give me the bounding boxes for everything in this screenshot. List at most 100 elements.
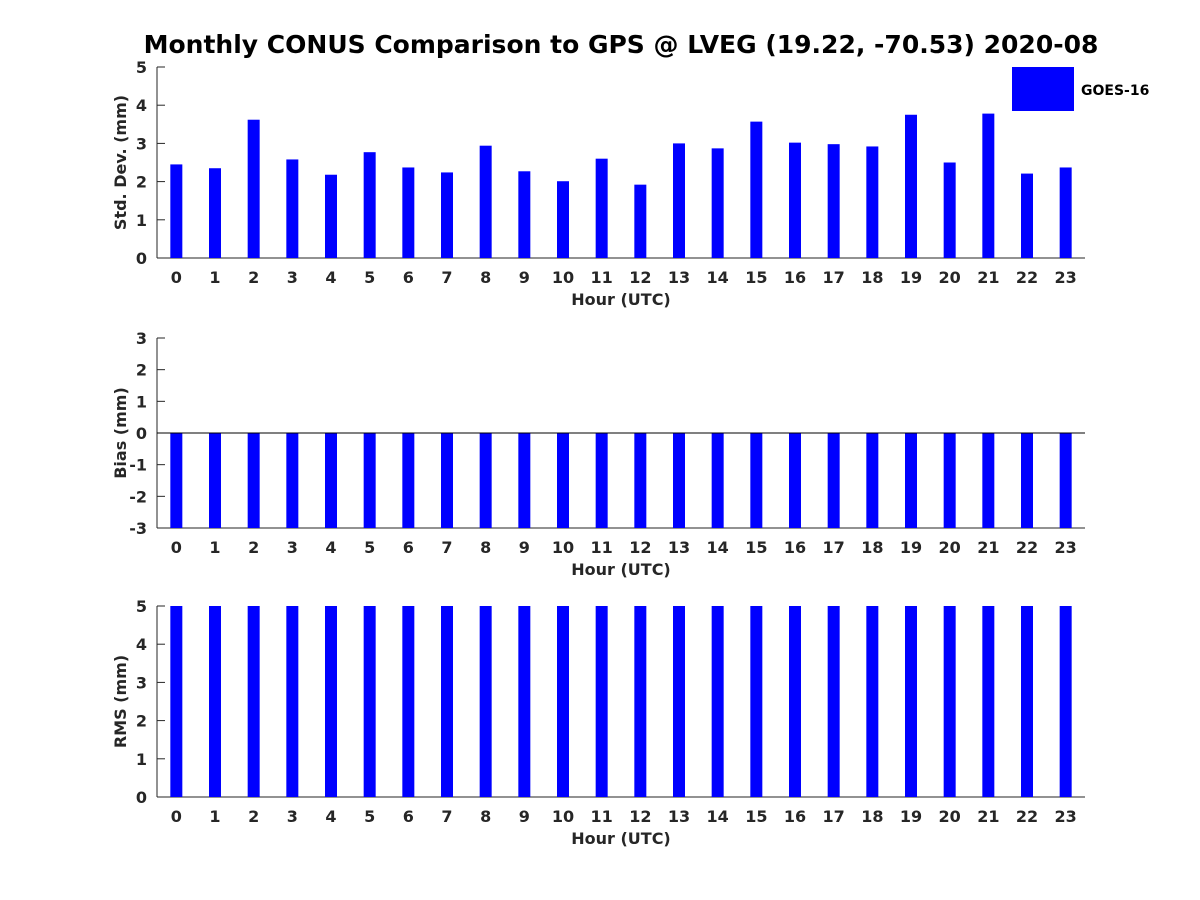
- panel-2-bar: [363, 606, 376, 797]
- panel-1-bar: [479, 433, 492, 528]
- panel-1-x-tick-label: 12: [629, 538, 651, 557]
- panel-2-y-tick-label: 3: [136, 673, 147, 692]
- panel-2-bar: [1059, 606, 1072, 797]
- panel-1-x-tick-label: 19: [900, 538, 922, 557]
- panel-2-bar: [325, 606, 337, 797]
- panel-2-x-tick-label: 20: [939, 807, 961, 826]
- panel-0-x-tick-label: 20: [939, 268, 961, 287]
- panel-0-x-tick-label: 5: [364, 268, 375, 287]
- panel-1-bar: [325, 433, 337, 528]
- panel-0-x-tick-label: 9: [519, 268, 530, 287]
- panel-2-bar: [170, 606, 183, 797]
- panel-1-x-tick-label: 10: [552, 538, 574, 557]
- panel-2-y-tick-label: 2: [136, 712, 147, 731]
- panel-0-y-tick-label: 5: [136, 58, 147, 77]
- panel-1-y-tick-label: -2: [129, 487, 147, 506]
- panel-0-x-tick-label: 23: [1055, 268, 1077, 287]
- panel-2-bar: [402, 606, 415, 797]
- panel-0-x-tick-label: 19: [900, 268, 922, 287]
- panel-1-x-tick-label: 8: [480, 538, 491, 557]
- panel-0-bar: [595, 158, 608, 258]
- panel-2-bar: [247, 606, 260, 797]
- panel-0-y-tick-label: 2: [136, 173, 147, 192]
- panel-1-x-tick-label: 14: [707, 538, 729, 557]
- chart-title: Monthly CONUS Comparison to GPS @ LVEG (…: [143, 30, 1099, 59]
- panel-0-bar: [866, 146, 879, 258]
- panel-2-bar: [1021, 606, 1033, 797]
- panel-0-bar: [441, 172, 453, 258]
- panel-0-x-tick-label: 13: [668, 268, 690, 287]
- panel-0-bar: [170, 164, 183, 258]
- panel-2-x-tick-label: 10: [552, 807, 574, 826]
- panel-1-x-tick-label: 3: [287, 538, 298, 557]
- panel-2-bar: [441, 606, 453, 797]
- panel-1-bar: [750, 433, 763, 528]
- panel-1-x-tick-label: 5: [364, 538, 375, 557]
- panel-1-x-tick-label: 22: [1016, 538, 1038, 557]
- panel-1-bar: [247, 433, 260, 528]
- panel-0-x-tick-label: 4: [325, 268, 336, 287]
- panel-1-bar: [943, 433, 956, 528]
- panel-2-x-tick-label: 14: [707, 807, 729, 826]
- panel-0-bar: [557, 181, 569, 258]
- panel-2-x-tick-label: 23: [1055, 807, 1077, 826]
- panel-2-bar: [286, 606, 299, 797]
- panel-2-bar: [557, 606, 569, 797]
- panel-0-bar: [518, 171, 531, 258]
- panel-1-bar: [518, 433, 531, 528]
- panel-1-x-tick-label: 23: [1055, 538, 1077, 557]
- panel-2-bar: [518, 606, 531, 797]
- panel-2-x-tick-label: 16: [784, 807, 806, 826]
- panel-0-bar: [479, 145, 492, 258]
- panel-1-bar: [557, 433, 569, 528]
- panel-2-x-tick-label: 5: [364, 807, 375, 826]
- panel-2-bar: [750, 606, 763, 797]
- panel-0-x-tick-label: 15: [745, 268, 767, 287]
- panel-0-bar: [286, 159, 299, 258]
- panel-1-bar: [634, 433, 647, 528]
- panel-2-bar: [711, 606, 724, 797]
- panel-1-bar: [789, 433, 801, 528]
- panel-1-x-tick-label: 15: [745, 538, 767, 557]
- panel-0-y-tick-label: 0: [136, 249, 147, 268]
- panel-1-y-tick-label: -1: [129, 456, 147, 475]
- panel-1-x-axis-label: Hour (UTC): [571, 560, 671, 579]
- panel-0-bar: [209, 168, 221, 258]
- panel-0-x-tick-label: 6: [403, 268, 414, 287]
- panel-1-bar: [1059, 433, 1072, 528]
- panel-0-bar: [1021, 173, 1033, 258]
- panel-0-bar: [982, 113, 995, 258]
- panel-2-y-tick-label: 1: [136, 750, 147, 769]
- panel-2-x-axis-label: Hour (UTC): [571, 829, 671, 848]
- panel-0-y-tick-label: 4: [136, 96, 147, 115]
- panel-1-bar: [402, 433, 415, 528]
- panel-0-bar: [247, 119, 260, 258]
- panel-0-bar: [634, 184, 647, 258]
- panel-0-bar: [711, 148, 724, 258]
- panel-0-x-tick-label: 16: [784, 268, 806, 287]
- panel-0-y-tick-label: 1: [136, 211, 147, 230]
- panel-0-x-tick-label: 3: [287, 268, 298, 287]
- panel-0-y-tick-label: 3: [136, 134, 147, 153]
- panel-1-bar: [982, 433, 995, 528]
- panel-0-bar: [325, 174, 337, 258]
- panel-0-bar: [363, 152, 376, 258]
- panel-2-bar: [905, 606, 917, 797]
- panel-2-x-tick-label: 2: [248, 807, 259, 826]
- panel-2-x-tick-label: 19: [900, 807, 922, 826]
- panel-2-bar: [827, 606, 840, 797]
- panel-2-x-tick-label: 12: [629, 807, 651, 826]
- panel-0-x-tick-label: 8: [480, 268, 491, 287]
- panel-1-bar: [673, 433, 685, 528]
- panel-1-x-tick-label: 9: [519, 538, 530, 557]
- panel-0-x-tick-label: 1: [209, 268, 220, 287]
- panel-1-y-tick-label: 3: [136, 329, 147, 348]
- panel-2-bar: [943, 606, 956, 797]
- panel-2-bar: [982, 606, 995, 797]
- panel-1-y-tick-label: 1: [136, 392, 147, 411]
- panel-2-x-tick-label: 11: [591, 807, 613, 826]
- panel-2-bar: [209, 606, 221, 797]
- panel-1-x-tick-label: 21: [977, 538, 999, 557]
- panel-1-bar: [866, 433, 879, 528]
